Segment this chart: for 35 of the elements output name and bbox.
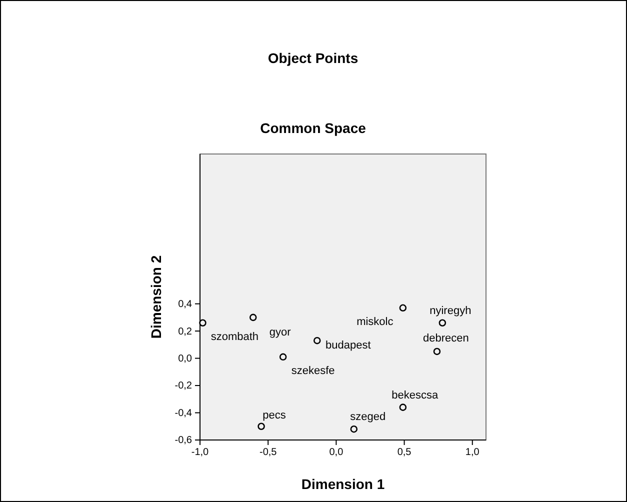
- y-tick-label: -0,6: [174, 435, 192, 446]
- annotation: debrecen: [423, 332, 469, 344]
- annotation: miskolc: [356, 316, 394, 328]
- point: [350, 425, 358, 433]
- annotation: pecs: [262, 409, 286, 422]
- annotation: gyor: [269, 326, 292, 338]
- point: [399, 304, 407, 312]
- y-tick-label: 0,2: [178, 326, 192, 338]
- x-tick-label: 1,0: [465, 447, 480, 458]
- y-tick-label: -0,4: [174, 408, 192, 419]
- x-tick-label: 0,0: [329, 447, 344, 458]
- y-axis-title: Dimension 2: [148, 255, 164, 339]
- annotation: bekescsa: [392, 389, 440, 402]
- point: [199, 319, 206, 327]
- y-tick-label: 0,4: [178, 299, 192, 310]
- annotation: nyiregyh: [430, 304, 472, 317]
- chart-title: Object Points: [268, 50, 358, 66]
- point: [258, 422, 265, 430]
- y-tick-label: 0,0: [178, 353, 192, 364]
- point: [433, 348, 441, 356]
- point: [399, 404, 407, 411]
- x-tick-label: -1,0: [191, 447, 210, 458]
- point: [438, 319, 446, 327]
- annotation: szombath: [210, 330, 259, 343]
- point: [249, 314, 257, 322]
- annotation: szeged: [350, 411, 386, 424]
- point: [279, 353, 287, 361]
- annotation: szekesfe: [291, 364, 335, 377]
- x-tick-label: -0,5: [259, 447, 278, 458]
- y-tick-label: -0,2: [174, 380, 192, 392]
- x-tick-label: 0,5: [397, 447, 412, 458]
- x-axis-title: Dimension 1: [301, 476, 385, 492]
- annotation: budapest: [325, 340, 371, 352]
- chart-subtitle: Common Space: [260, 120, 366, 136]
- point: [313, 336, 321, 344]
